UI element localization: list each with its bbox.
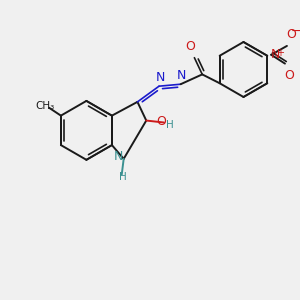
Text: CH₃: CH₃ [36, 101, 55, 111]
Text: +: + [276, 48, 284, 58]
Text: N: N [271, 48, 280, 61]
Text: N: N [155, 71, 165, 84]
Text: N: N [177, 69, 186, 82]
Text: −: − [290, 25, 300, 38]
Text: H: H [166, 121, 174, 130]
Text: O: O [284, 70, 294, 83]
Text: O: O [185, 40, 195, 53]
Text: O: O [156, 115, 166, 128]
Text: H: H [119, 172, 127, 182]
Text: O: O [286, 28, 296, 41]
Text: N: N [113, 150, 123, 164]
